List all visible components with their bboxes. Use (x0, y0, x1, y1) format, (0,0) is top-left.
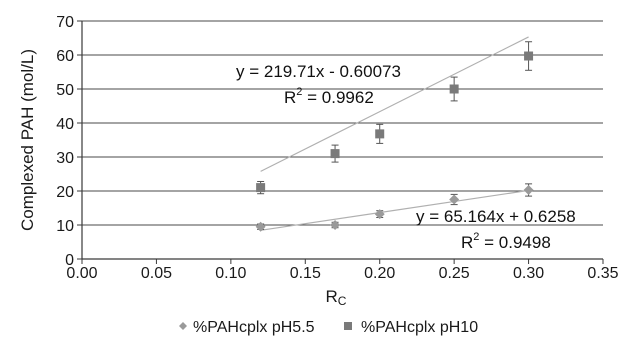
point-square (256, 183, 266, 193)
point-diamond (255, 221, 266, 232)
x-axis-title: RC (326, 287, 347, 308)
r-squared-ph55: R2 = 0.9498 (461, 231, 551, 252)
x-axis-title-sub: C (338, 294, 347, 308)
x-tick-label: 0.20 (364, 265, 395, 282)
x-tick-label: 0.10 (215, 265, 246, 282)
legend-label-ph10: %PAHcplx pH10 (361, 319, 478, 336)
r2-ph10-value: = 0.9962 (302, 88, 373, 107)
trendlines (260, 36, 529, 231)
point-diamond (523, 184, 534, 195)
x-tick-label: 0.00 (66, 265, 97, 282)
y-tick-label: 10 (56, 218, 74, 235)
r2-ph55-value: = 0.9498 (479, 233, 550, 252)
y-tick-label: 20 (56, 184, 74, 201)
y-tick-label: 50 (56, 82, 74, 99)
x-axis-title-main: R (326, 287, 338, 306)
x-tick-label: 0.15 (290, 265, 321, 282)
x-tick-label: 0.35 (587, 265, 618, 282)
axes (77, 20, 604, 264)
trendline-ph10 (260, 36, 529, 172)
gridlines (82, 20, 603, 226)
equation-ph10: y = 219.71x - 0.60073 (236, 62, 401, 81)
y-tick-label: 60 (56, 48, 74, 65)
point-diamond (449, 194, 460, 205)
x-tick-label: 0.30 (513, 265, 544, 282)
point-diamond (330, 220, 341, 230)
x-tick-label: 0.05 (141, 265, 172, 282)
r2-ph10-label: R (284, 88, 296, 107)
data-points (255, 51, 534, 232)
legend-label-ph55: %PAHcplx pH5.5 (193, 319, 315, 336)
r-squared-ph10: R2 = 0.9962 (284, 86, 374, 107)
y-tick-label: 0 (65, 252, 74, 269)
equation-ph55: y = 65.164x + 0.6258 (416, 207, 576, 226)
tick-labels: 0 10 20 30 40 50 60 70 0.00 0.05 0.10 0.15 0.20 0.25 0… (56, 14, 618, 282)
point-diamond (374, 209, 385, 220)
y-tick-label: 70 (56, 14, 74, 31)
legend: %PAHcplx pH5.5 %PAHcplx pH10 (179, 319, 478, 336)
r2-ph55-label: R (461, 233, 473, 252)
y-tick-label: 30 (56, 150, 74, 167)
trendline-ph55 (260, 189, 529, 231)
x-tick-label: 0.25 (439, 265, 470, 282)
y-tick-label: 40 (56, 116, 74, 133)
legend-diamond-icon (179, 322, 187, 330)
point-square (524, 51, 534, 61)
point-square (449, 84, 459, 94)
point-square (330, 149, 340, 159)
point-square (375, 129, 385, 139)
y-axis-title: Complexed PAH (mol/L) (18, 49, 37, 231)
legend-square-icon (344, 322, 352, 330)
